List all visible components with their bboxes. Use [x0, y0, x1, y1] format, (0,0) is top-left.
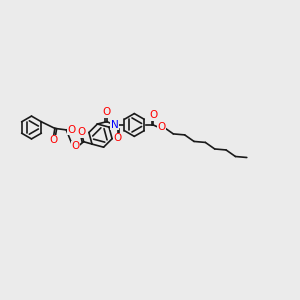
Text: O: O	[77, 127, 86, 137]
Text: O: O	[103, 107, 111, 117]
Text: O: O	[114, 133, 122, 143]
Text: O: O	[68, 125, 76, 135]
Text: O: O	[71, 141, 79, 151]
Text: O: O	[149, 110, 157, 120]
Text: O: O	[49, 135, 58, 146]
Text: O: O	[158, 122, 166, 132]
Text: N: N	[111, 120, 119, 130]
